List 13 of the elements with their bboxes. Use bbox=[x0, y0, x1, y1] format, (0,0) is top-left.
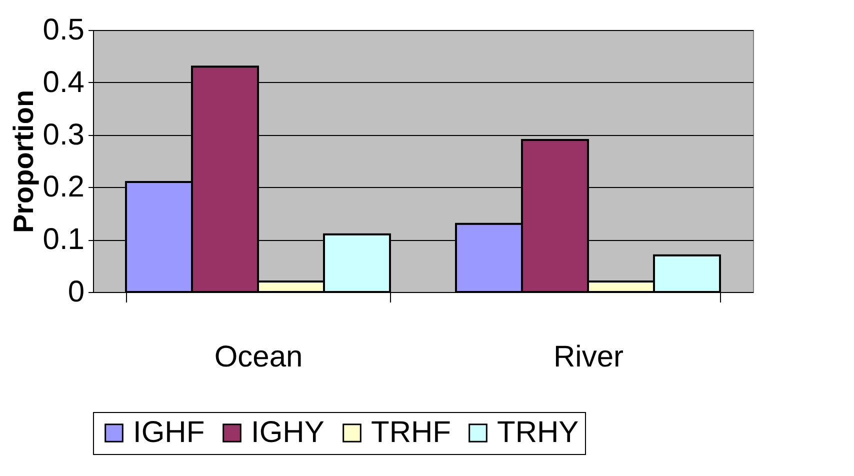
y-tick-label: 0.4 bbox=[42, 66, 84, 99]
legend-label: IGHY bbox=[251, 416, 324, 449]
y-axis-title: Proportion bbox=[8, 90, 39, 234]
y-tick-label: 0.3 bbox=[42, 118, 84, 152]
legend-label: TRHF bbox=[371, 416, 451, 449]
legend-label: TRHY bbox=[497, 416, 579, 449]
legend-label: IGHF bbox=[133, 416, 205, 449]
y-tick-label: 0.1 bbox=[42, 223, 84, 256]
y-tick-label: 0.2 bbox=[42, 170, 84, 204]
x-tick-label: River bbox=[553, 340, 624, 374]
y-tick-label: 0 bbox=[68, 276, 84, 308]
y-tick-label: 0.5 bbox=[42, 14, 84, 46]
x-tick-label: Ocean bbox=[214, 340, 303, 374]
